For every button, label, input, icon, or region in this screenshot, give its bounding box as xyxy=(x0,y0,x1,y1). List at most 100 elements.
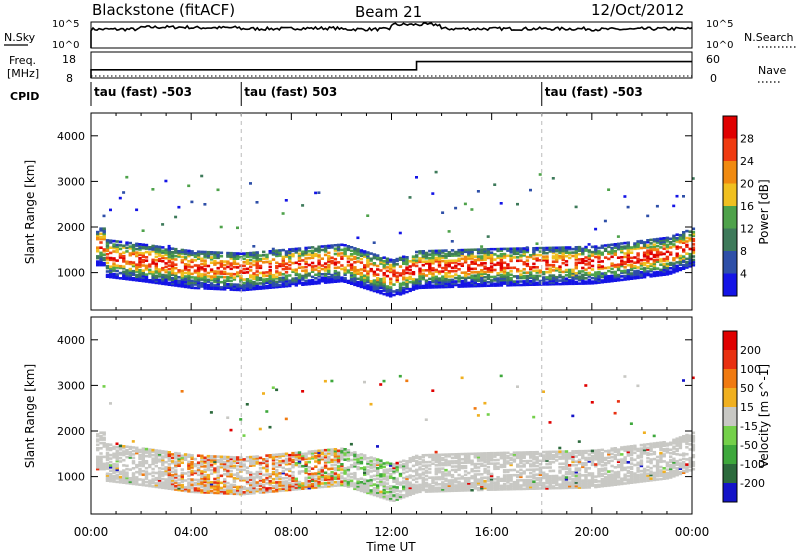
power-cell xyxy=(477,264,480,267)
power-cell xyxy=(389,286,392,289)
power-cell xyxy=(597,264,600,267)
power-cell xyxy=(106,274,109,277)
power-cell xyxy=(288,248,291,251)
power-cell xyxy=(314,192,317,195)
power-cell xyxy=(272,274,275,277)
power-cell xyxy=(190,201,193,204)
velocity-cell xyxy=(415,469,418,472)
power-cell xyxy=(607,258,610,261)
velocity-cell xyxy=(246,456,249,459)
power-cell xyxy=(623,242,626,245)
power-cell xyxy=(659,246,662,249)
velocity-cell xyxy=(151,468,154,471)
power-cell xyxy=(558,255,561,258)
velocity-cell xyxy=(151,478,154,481)
power-cell xyxy=(623,195,626,198)
velocity-cell xyxy=(223,461,226,464)
velocity-cell xyxy=(148,448,151,451)
power-cell xyxy=(509,274,512,277)
power-cell xyxy=(633,256,636,259)
velocity-cell xyxy=(379,478,382,481)
velocity-cell xyxy=(418,466,421,469)
power-cell xyxy=(389,259,392,262)
power-cell xyxy=(353,266,356,269)
velocity-cell xyxy=(262,474,265,477)
power-cell xyxy=(151,245,154,248)
velocity-cell xyxy=(99,435,102,438)
power-cell xyxy=(682,255,685,258)
power-cell xyxy=(666,256,669,259)
power-cell xyxy=(659,258,662,261)
power-cell xyxy=(526,275,529,278)
power-cell xyxy=(194,287,197,290)
velocity-cell xyxy=(190,454,193,457)
power-cell xyxy=(190,259,193,262)
velocity-cell xyxy=(249,471,252,474)
power-cell xyxy=(656,245,659,248)
power-cell xyxy=(422,264,425,267)
power-cell xyxy=(663,258,666,261)
power-cell xyxy=(161,267,164,270)
velocity-cell xyxy=(282,481,285,484)
power-cell xyxy=(161,246,164,249)
velocity-cell xyxy=(519,472,522,475)
velocity-cell xyxy=(187,454,190,457)
velocity-cell xyxy=(500,452,503,455)
power-cell xyxy=(529,266,532,269)
velocity-cell xyxy=(474,473,477,476)
velocity-cell xyxy=(370,475,373,478)
power-cell xyxy=(656,259,659,262)
colorbar-segment xyxy=(723,229,737,252)
velocity-cell xyxy=(562,466,565,469)
velocity-cell xyxy=(454,469,457,472)
velocity-cell xyxy=(223,478,226,481)
velocity-cell xyxy=(516,470,519,473)
velocity-cell xyxy=(428,483,431,486)
velocity-cell xyxy=(161,481,164,484)
velocity-cell xyxy=(155,465,158,468)
velocity-cell xyxy=(122,459,125,462)
power-cell xyxy=(415,176,418,179)
velocity-cell xyxy=(171,474,174,477)
velocity-cell xyxy=(187,481,190,484)
power-cell xyxy=(220,276,223,279)
power-cell xyxy=(370,280,373,283)
velocity-cell xyxy=(295,462,298,465)
velocity-cell xyxy=(464,477,467,480)
power-cell xyxy=(610,268,613,271)
colorbar-segment xyxy=(723,206,737,229)
velocity-cell xyxy=(301,482,304,485)
power-cell xyxy=(461,280,464,283)
power-cell xyxy=(259,282,262,285)
power-cell xyxy=(125,241,128,244)
power-cell xyxy=(116,244,119,247)
power-cell xyxy=(291,262,294,265)
power-cell xyxy=(607,244,610,247)
power-cell xyxy=(519,284,522,287)
velocity-cell xyxy=(311,473,314,476)
velocity-cell xyxy=(532,461,535,464)
velocity-cell xyxy=(448,471,451,474)
power-cell xyxy=(536,247,539,250)
power-cell xyxy=(568,257,571,260)
power-cell xyxy=(500,274,503,277)
power-cell xyxy=(308,253,311,256)
velocity-cell xyxy=(187,471,190,474)
power-cell xyxy=(148,251,151,254)
velocity-cell xyxy=(269,454,272,457)
power-cell xyxy=(519,254,522,257)
colorbar-tick-label: 28 xyxy=(740,133,754,146)
power-cell xyxy=(125,269,128,272)
power-cell xyxy=(200,258,203,261)
velocity-cell xyxy=(298,451,301,454)
power-cell xyxy=(383,272,386,275)
power-cell xyxy=(422,285,425,288)
power-cell xyxy=(155,256,158,259)
velocity-cell xyxy=(223,456,226,459)
velocity-cell xyxy=(158,450,161,453)
velocity-cell xyxy=(256,455,259,458)
power-cell xyxy=(106,256,109,259)
power-cell xyxy=(405,291,408,294)
velocity-cell xyxy=(363,479,366,482)
velocity-cell xyxy=(298,470,301,473)
